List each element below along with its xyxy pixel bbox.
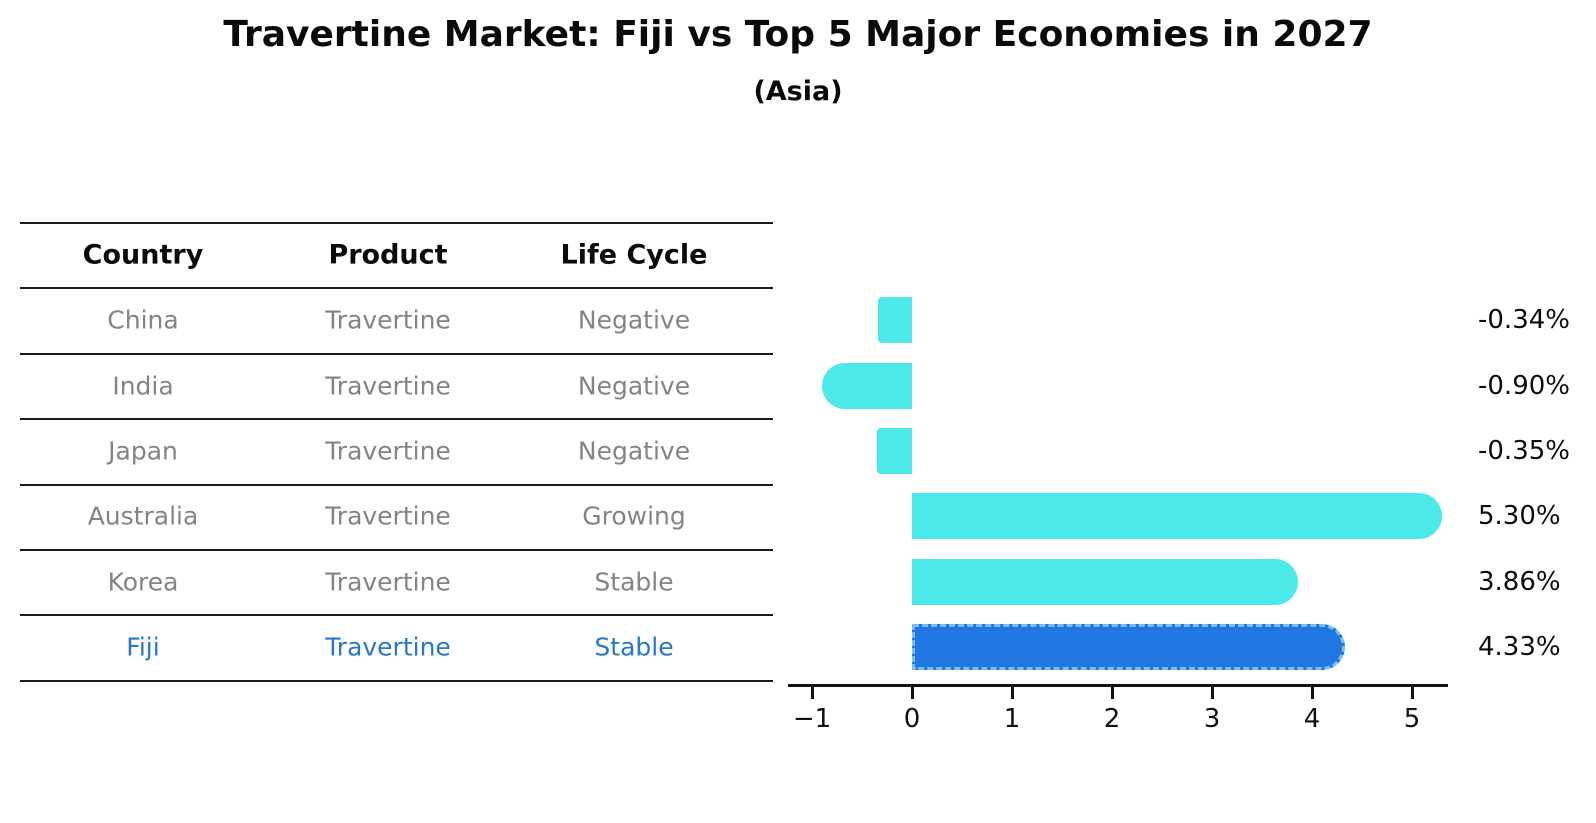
- table-cell-life-cycle: Stable: [594, 632, 674, 662]
- table-cell-life-cycle: Stable: [594, 567, 674, 597]
- x-axis-tick: [810, 687, 814, 699]
- x-axis-tick-label: 1: [1003, 704, 1021, 734]
- bar-china: [878, 297, 912, 344]
- table-cell-product: Travertine: [325, 501, 451, 531]
- table-row-divider: [20, 418, 773, 421]
- x-axis-tick-label: 5: [1403, 704, 1421, 734]
- x-axis-tick: [1410, 687, 1414, 699]
- bar-value-label: 3.86%: [1478, 566, 1561, 597]
- table-row-divider: [20, 222, 773, 224]
- table-cell-country: India: [112, 371, 174, 400]
- table-cell-country: China: [107, 305, 179, 335]
- x-axis-tick-label: 0: [903, 704, 921, 734]
- chart-subtitle: (Asia): [753, 76, 843, 107]
- table-header-product: Product: [328, 239, 448, 271]
- bar-value-label: 4.33%: [1478, 632, 1561, 663]
- bar-japan: [877, 427, 912, 474]
- table-cell-product: Travertine: [325, 632, 451, 662]
- bar-korea: [912, 558, 1298, 605]
- table-cell-life-cycle: Negative: [577, 305, 691, 335]
- table-row-divider: [20, 287, 773, 290]
- table-row-divider: [20, 679, 773, 682]
- x-axis-tick: [1010, 687, 1014, 699]
- bar-australia: [912, 493, 1442, 540]
- x-axis-tick: [1110, 687, 1114, 699]
- x-axis-tick-label: 3: [1203, 704, 1221, 734]
- bar-value-label: -0.90%: [1478, 370, 1570, 401]
- x-axis-tick: [910, 687, 914, 699]
- bar-india: [822, 362, 912, 409]
- table-row-divider: [20, 549, 773, 551]
- table-row-divider: [20, 352, 773, 355]
- table-row-divider: [20, 614, 773, 617]
- table-cell-country: Korea: [107, 567, 179, 597]
- x-axis-tick-label: 2: [1103, 704, 1121, 734]
- x-axis-tick: [1210, 687, 1214, 699]
- bar-value-label: 5.30%: [1478, 501, 1561, 532]
- table-row-divider: [20, 483, 773, 486]
- table-cell-product: Travertine: [325, 371, 451, 400]
- table-cell-product: Travertine: [325, 567, 451, 597]
- x-axis-line: [788, 684, 1448, 687]
- table-cell-product: Travertine: [325, 305, 451, 335]
- table-cell-life-cycle: Negative: [577, 436, 691, 466]
- table-cell-country: Fiji: [126, 632, 160, 662]
- table-cell-product: Travertine: [325, 436, 451, 466]
- bar-value-label: -0.34%: [1478, 305, 1570, 336]
- table-header-country: Country: [82, 239, 204, 271]
- x-axis-tick-label: −1: [792, 704, 832, 734]
- x-axis-tick-label: 4: [1303, 704, 1321, 734]
- bar-fiji-highlight: [912, 624, 1345, 671]
- table-cell-life-cycle: Negative: [577, 371, 691, 400]
- table-cell-country: Japan: [108, 436, 178, 466]
- bar-value-label: -0.35%: [1478, 435, 1570, 466]
- table-header-life-cycle: Life Cycle: [560, 239, 708, 271]
- table-cell-life-cycle: Growing: [582, 501, 686, 531]
- x-axis-tick: [1310, 687, 1314, 699]
- table-cell-country: Australia: [87, 501, 199, 531]
- chart-title: Travertine Market: Fiji vs Top 5 Major E…: [223, 14, 1373, 55]
